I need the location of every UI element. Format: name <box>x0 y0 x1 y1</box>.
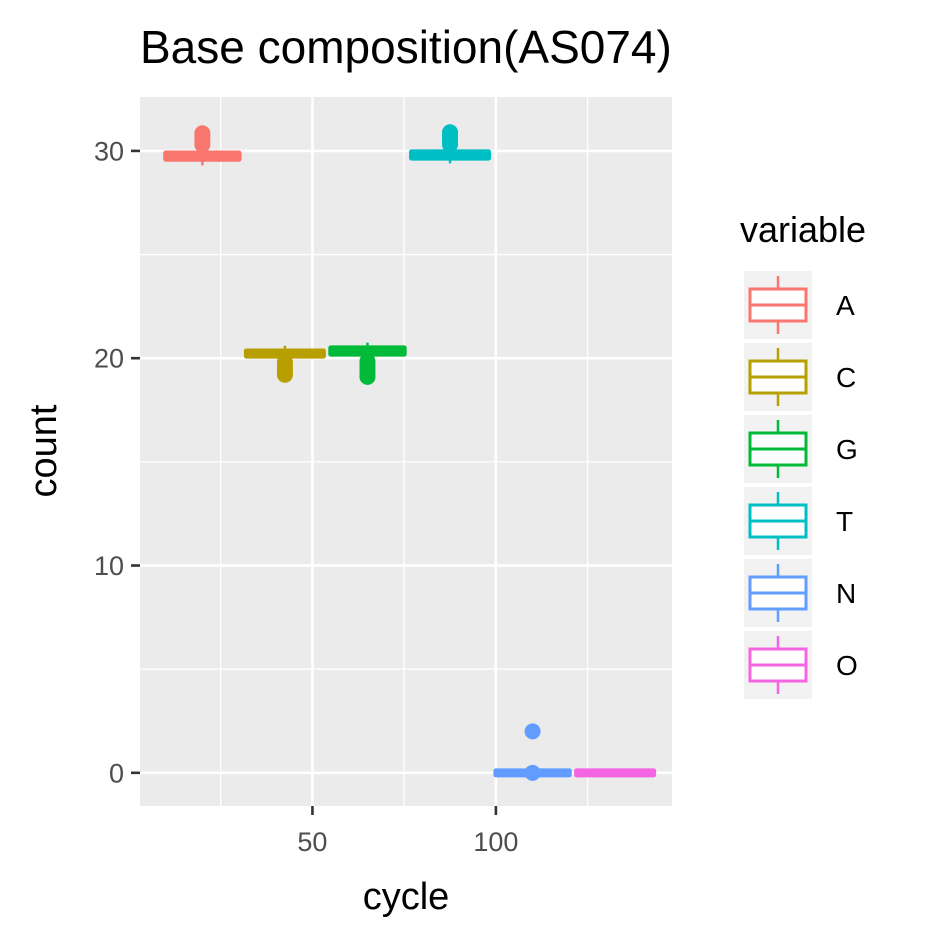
y-tick-label: 30 <box>94 136 124 166</box>
outlier-point <box>194 125 211 142</box>
box-c <box>243 345 326 383</box>
plot-panel <box>140 97 672 806</box>
legend-label: A <box>836 290 855 321</box>
legend-label: T <box>836 506 853 537</box>
legend-title: variable <box>740 209 866 250</box>
box-a <box>163 125 242 166</box>
outlier-point <box>524 723 541 740</box>
legend-item-n: N <box>744 559 856 627</box>
legend-label: G <box>836 434 858 465</box>
box-o <box>574 768 657 778</box>
x-axis-title: cycle <box>363 876 450 918</box>
y-tick-label: 10 <box>94 551 124 581</box>
outlier-point <box>442 124 459 141</box>
legend-label: O <box>836 650 858 681</box>
legend-label: C <box>836 362 856 393</box>
x-tick-label: 50 <box>297 827 327 857</box>
box-n <box>493 723 572 781</box>
y-axis-title: count <box>23 404 65 497</box>
outlier-point <box>524 764 541 781</box>
x-tick-label: 100 <box>473 827 518 857</box>
box-g <box>328 342 407 385</box>
box-t <box>409 124 492 164</box>
y-tick-label: 20 <box>94 344 124 374</box>
y-tick-label: 0 <box>109 758 124 788</box>
legend-label: N <box>836 578 856 609</box>
legend-item-c: C <box>744 343 856 411</box>
chart-title: Base composition(AS074) <box>140 21 672 73</box>
legend-item-t: T <box>744 487 853 555</box>
box-series <box>163 124 657 781</box>
grid-lines <box>140 97 672 806</box>
outlier-point <box>276 354 293 371</box>
legend-item-o: O <box>744 631 858 699</box>
legend: A C G T N O <box>744 271 858 699</box>
legend-item-g: G <box>744 415 858 483</box>
outlier-point <box>359 353 376 370</box>
legend-item-a: A <box>744 271 855 339</box>
axes: 0 10 20 30 50 100 <box>94 136 518 857</box>
